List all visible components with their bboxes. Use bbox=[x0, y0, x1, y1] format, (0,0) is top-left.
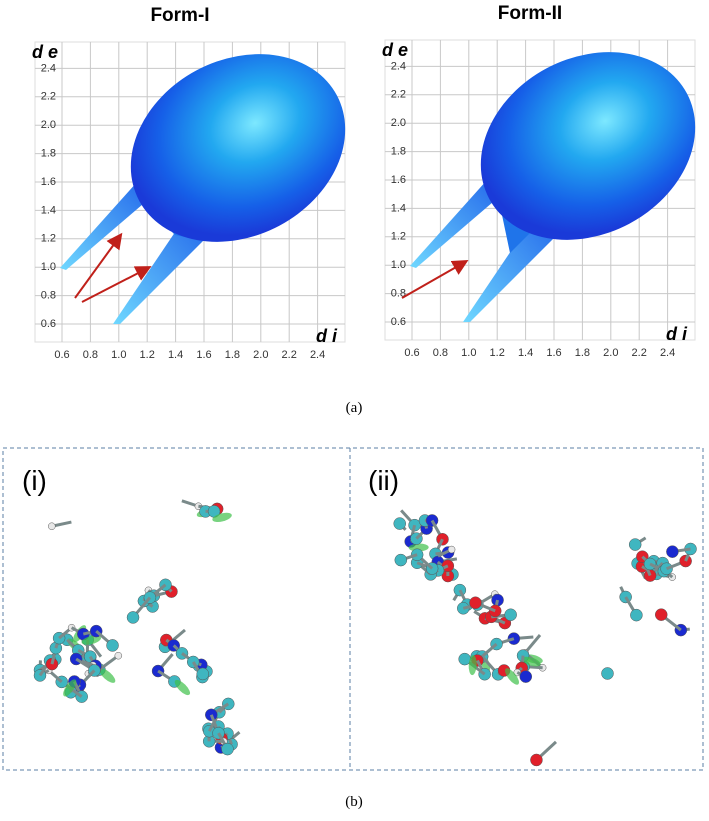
y-tick-label: 1.0 bbox=[391, 259, 406, 271]
y-tick-label: 1.4 bbox=[391, 202, 406, 214]
y-tick-label: 2.4 bbox=[391, 60, 406, 72]
x-tick-label: 1.8 bbox=[575, 347, 590, 359]
caption: (b) bbox=[345, 794, 363, 810]
atom bbox=[666, 545, 679, 558]
fingerprint-blob bbox=[130, 54, 346, 242]
x-tick-label: 2.2 bbox=[632, 347, 647, 359]
x-tick-label: 1.2 bbox=[140, 349, 155, 361]
y-tick-label: 1.6 bbox=[41, 176, 56, 188]
atom bbox=[630, 608, 643, 622]
fingerprint-blob bbox=[480, 52, 696, 240]
y-tick-label: 2.2 bbox=[41, 91, 56, 103]
atom bbox=[394, 553, 408, 567]
fingerprint-panel: 0.6 0.8 1.0 1.2 1.4 1.6 1.8 2.0 2.2 2.4 0.6 0.8 1.0 1… bbox=[32, 5, 346, 361]
x-tick-label: 2.4 bbox=[310, 349, 325, 361]
atom bbox=[504, 608, 517, 622]
x-tick-label: 1.6 bbox=[546, 347, 561, 359]
atom bbox=[106, 639, 119, 652]
panel-title: Form-I bbox=[150, 5, 209, 26]
bond bbox=[523, 634, 542, 654]
x-tick-label: 1.0 bbox=[461, 347, 476, 359]
atom bbox=[114, 651, 123, 660]
molecules bbox=[33, 499, 697, 767]
x-tick-label: 0.8 bbox=[83, 349, 98, 361]
fingerprint-panel: 0.6 0.8 1.0 1.2 1.4 1.6 1.8 2.0 2.2 2.4 0.6 0.8 1.0 1… bbox=[382, 3, 696, 359]
interaction-surface bbox=[505, 668, 519, 685]
atom bbox=[530, 753, 543, 767]
fingerprint-spike bbox=[410, 170, 510, 268]
y-tick-label: 1.4 bbox=[41, 204, 56, 216]
x-axis-label: d i bbox=[666, 324, 688, 344]
fingerprint-spike bbox=[60, 172, 160, 270]
atom bbox=[126, 611, 140, 624]
x-tick-label: 0.6 bbox=[54, 349, 69, 361]
x-tick-label: 2.4 bbox=[660, 347, 675, 359]
y-tick-label: 2.2 bbox=[391, 89, 406, 101]
x-tick-label: 0.8 bbox=[433, 347, 448, 359]
x-tick-label: 1.2 bbox=[490, 347, 505, 359]
interaction-surface bbox=[468, 655, 477, 676]
y-tick-label: 2.4 bbox=[41, 62, 56, 74]
interaction-surface bbox=[521, 656, 541, 667]
x-tick-label: 2.0 bbox=[603, 347, 618, 359]
y-tick-label: 0.8 bbox=[391, 288, 406, 300]
y-tick-label: 1.8 bbox=[41, 148, 56, 160]
y-tick-label: 0.6 bbox=[391, 316, 406, 328]
y-tick-label: 2.0 bbox=[391, 117, 406, 129]
arrow bbox=[401, 260, 469, 299]
bond bbox=[98, 654, 120, 671]
panel-label: (i) bbox=[22, 465, 47, 496]
y-tick-label: 1.2 bbox=[41, 233, 56, 245]
atom bbox=[654, 608, 668, 621]
arrow bbox=[74, 232, 123, 299]
interaction-surface bbox=[99, 668, 116, 683]
panel-label: (ii) bbox=[368, 465, 399, 496]
fingerprint-plots: 0.6 0.8 1.0 1.2 1.4 1.6 1.8 2.0 2.2 2.4 0.6 0.8 1.0 1… bbox=[32, 3, 696, 361]
x-tick-label: 0.6 bbox=[404, 347, 419, 359]
x-axis-label: d i bbox=[316, 326, 338, 346]
atom bbox=[469, 596, 482, 610]
x-tick-label: 1.4 bbox=[168, 349, 183, 361]
x-tick-label: 2.2 bbox=[282, 349, 297, 361]
y-tick-label: 1.6 bbox=[391, 174, 406, 186]
y-tick-label: 1.0 bbox=[41, 261, 56, 273]
interaction-surface bbox=[174, 679, 191, 696]
panel-title: Form-II bbox=[498, 3, 562, 24]
atom bbox=[196, 667, 210, 681]
x-tick-label: 1.4 bbox=[518, 347, 533, 359]
arrow bbox=[81, 266, 152, 303]
y-axis-label: d e bbox=[382, 40, 408, 60]
caption: (a) bbox=[346, 400, 363, 416]
x-tick-label: 1.6 bbox=[196, 349, 211, 361]
atom bbox=[519, 670, 533, 683]
x-tick-label: 1.0 bbox=[111, 349, 126, 361]
interaction-surface bbox=[81, 635, 102, 645]
atom bbox=[628, 538, 642, 551]
atom bbox=[447, 545, 456, 554]
atom bbox=[601, 667, 614, 680]
atom bbox=[393, 517, 406, 530]
y-tick-label: 0.8 bbox=[41, 290, 56, 302]
interaction-surface bbox=[63, 679, 77, 697]
x-tick-label: 1.8 bbox=[225, 349, 240, 361]
panel-border bbox=[2, 447, 704, 771]
atom bbox=[48, 522, 56, 531]
y-tick-label: 2.0 bbox=[41, 119, 56, 131]
x-tick-label: 2.0 bbox=[253, 349, 268, 361]
interaction-surface bbox=[212, 512, 232, 522]
y-tick-label: 1.2 bbox=[391, 231, 406, 243]
atom bbox=[221, 742, 234, 756]
y-tick-label: 0.6 bbox=[41, 318, 56, 330]
y-tick-label: 1.8 bbox=[391, 146, 406, 158]
y-axis-label: d e bbox=[32, 42, 58, 62]
